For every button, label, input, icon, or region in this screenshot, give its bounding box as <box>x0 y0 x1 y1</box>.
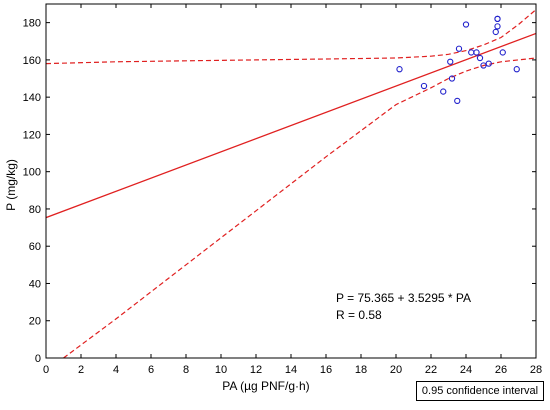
y-tick-label: 0 <box>35 353 41 365</box>
x-tick-label: 16 <box>320 364 332 376</box>
y-axis-label: P (mg/kg) <box>4 159 18 211</box>
data-point <box>513 66 520 73</box>
x-tick-label: 14 <box>285 364 297 376</box>
y-tick-label: 40 <box>29 278 41 290</box>
x-tick-label: 6 <box>148 364 154 376</box>
correlation-r: R = 0.58 <box>336 308 382 322</box>
y-axis-ticks: 0 20 40 60 80 100 120 140 160 180 <box>23 18 536 365</box>
y-tick-label: 60 <box>29 241 41 253</box>
x-tick-label: 12 <box>250 364 262 376</box>
x-tick-label: 4 <box>113 364 119 376</box>
y-tick-label: 160 <box>23 55 41 67</box>
x-axis-label: PA (µg PNF/g·h) <box>222 379 309 393</box>
y-tick-label: 100 <box>23 167 41 179</box>
data-point <box>480 62 487 69</box>
data-point <box>448 75 456 82</box>
data-point <box>492 28 499 36</box>
y-tick-label: 180 <box>23 18 41 30</box>
data-point <box>447 58 454 65</box>
x-tick-label: 20 <box>390 364 402 376</box>
data-point <box>462 21 470 28</box>
data-point <box>440 88 447 95</box>
data-point <box>420 82 428 90</box>
data-point <box>494 15 501 23</box>
data-point <box>454 97 461 105</box>
y-tick-label: 80 <box>29 204 41 216</box>
plot-content <box>46 9 536 358</box>
x-tick-label: 0 <box>43 364 49 376</box>
x-tick-label: 2 <box>78 364 84 376</box>
confidence-upper-line <box>46 9 536 65</box>
y-tick-label: 20 <box>29 316 41 328</box>
regression-equation: P = 75.365 + 3.5295 * PA <box>336 291 471 305</box>
x-tick-label: 18 <box>355 364 367 376</box>
x-tick-label: 22 <box>425 364 437 376</box>
y-tick-label: 120 <box>23 129 41 141</box>
x-tick-label: 10 <box>215 364 227 376</box>
data-point <box>468 49 475 56</box>
data-point <box>494 23 501 30</box>
y-tick-label: 140 <box>23 92 41 104</box>
data-point <box>455 45 463 52</box>
confidence-legend: 0.95 confidence interval <box>416 381 544 401</box>
data-point <box>476 54 484 62</box>
x-axis-ticks: 0 2 4 6 8 10 12 14 16 18 20 22 24 26 28 <box>43 4 542 376</box>
confidence-lower-line <box>63 57 536 358</box>
regression-line <box>46 32 536 219</box>
x-tick-label: 28 <box>530 364 542 376</box>
data-point <box>485 60 492 67</box>
x-tick-label: 24 <box>460 364 472 376</box>
x-tick-label: 26 <box>495 364 507 376</box>
x-tick-label: 8 <box>183 364 189 376</box>
data-point <box>499 49 506 56</box>
data-point <box>396 66 403 73</box>
data-point <box>473 49 480 56</box>
confidence-legend-label: 0.95 confidence interval <box>421 385 539 397</box>
